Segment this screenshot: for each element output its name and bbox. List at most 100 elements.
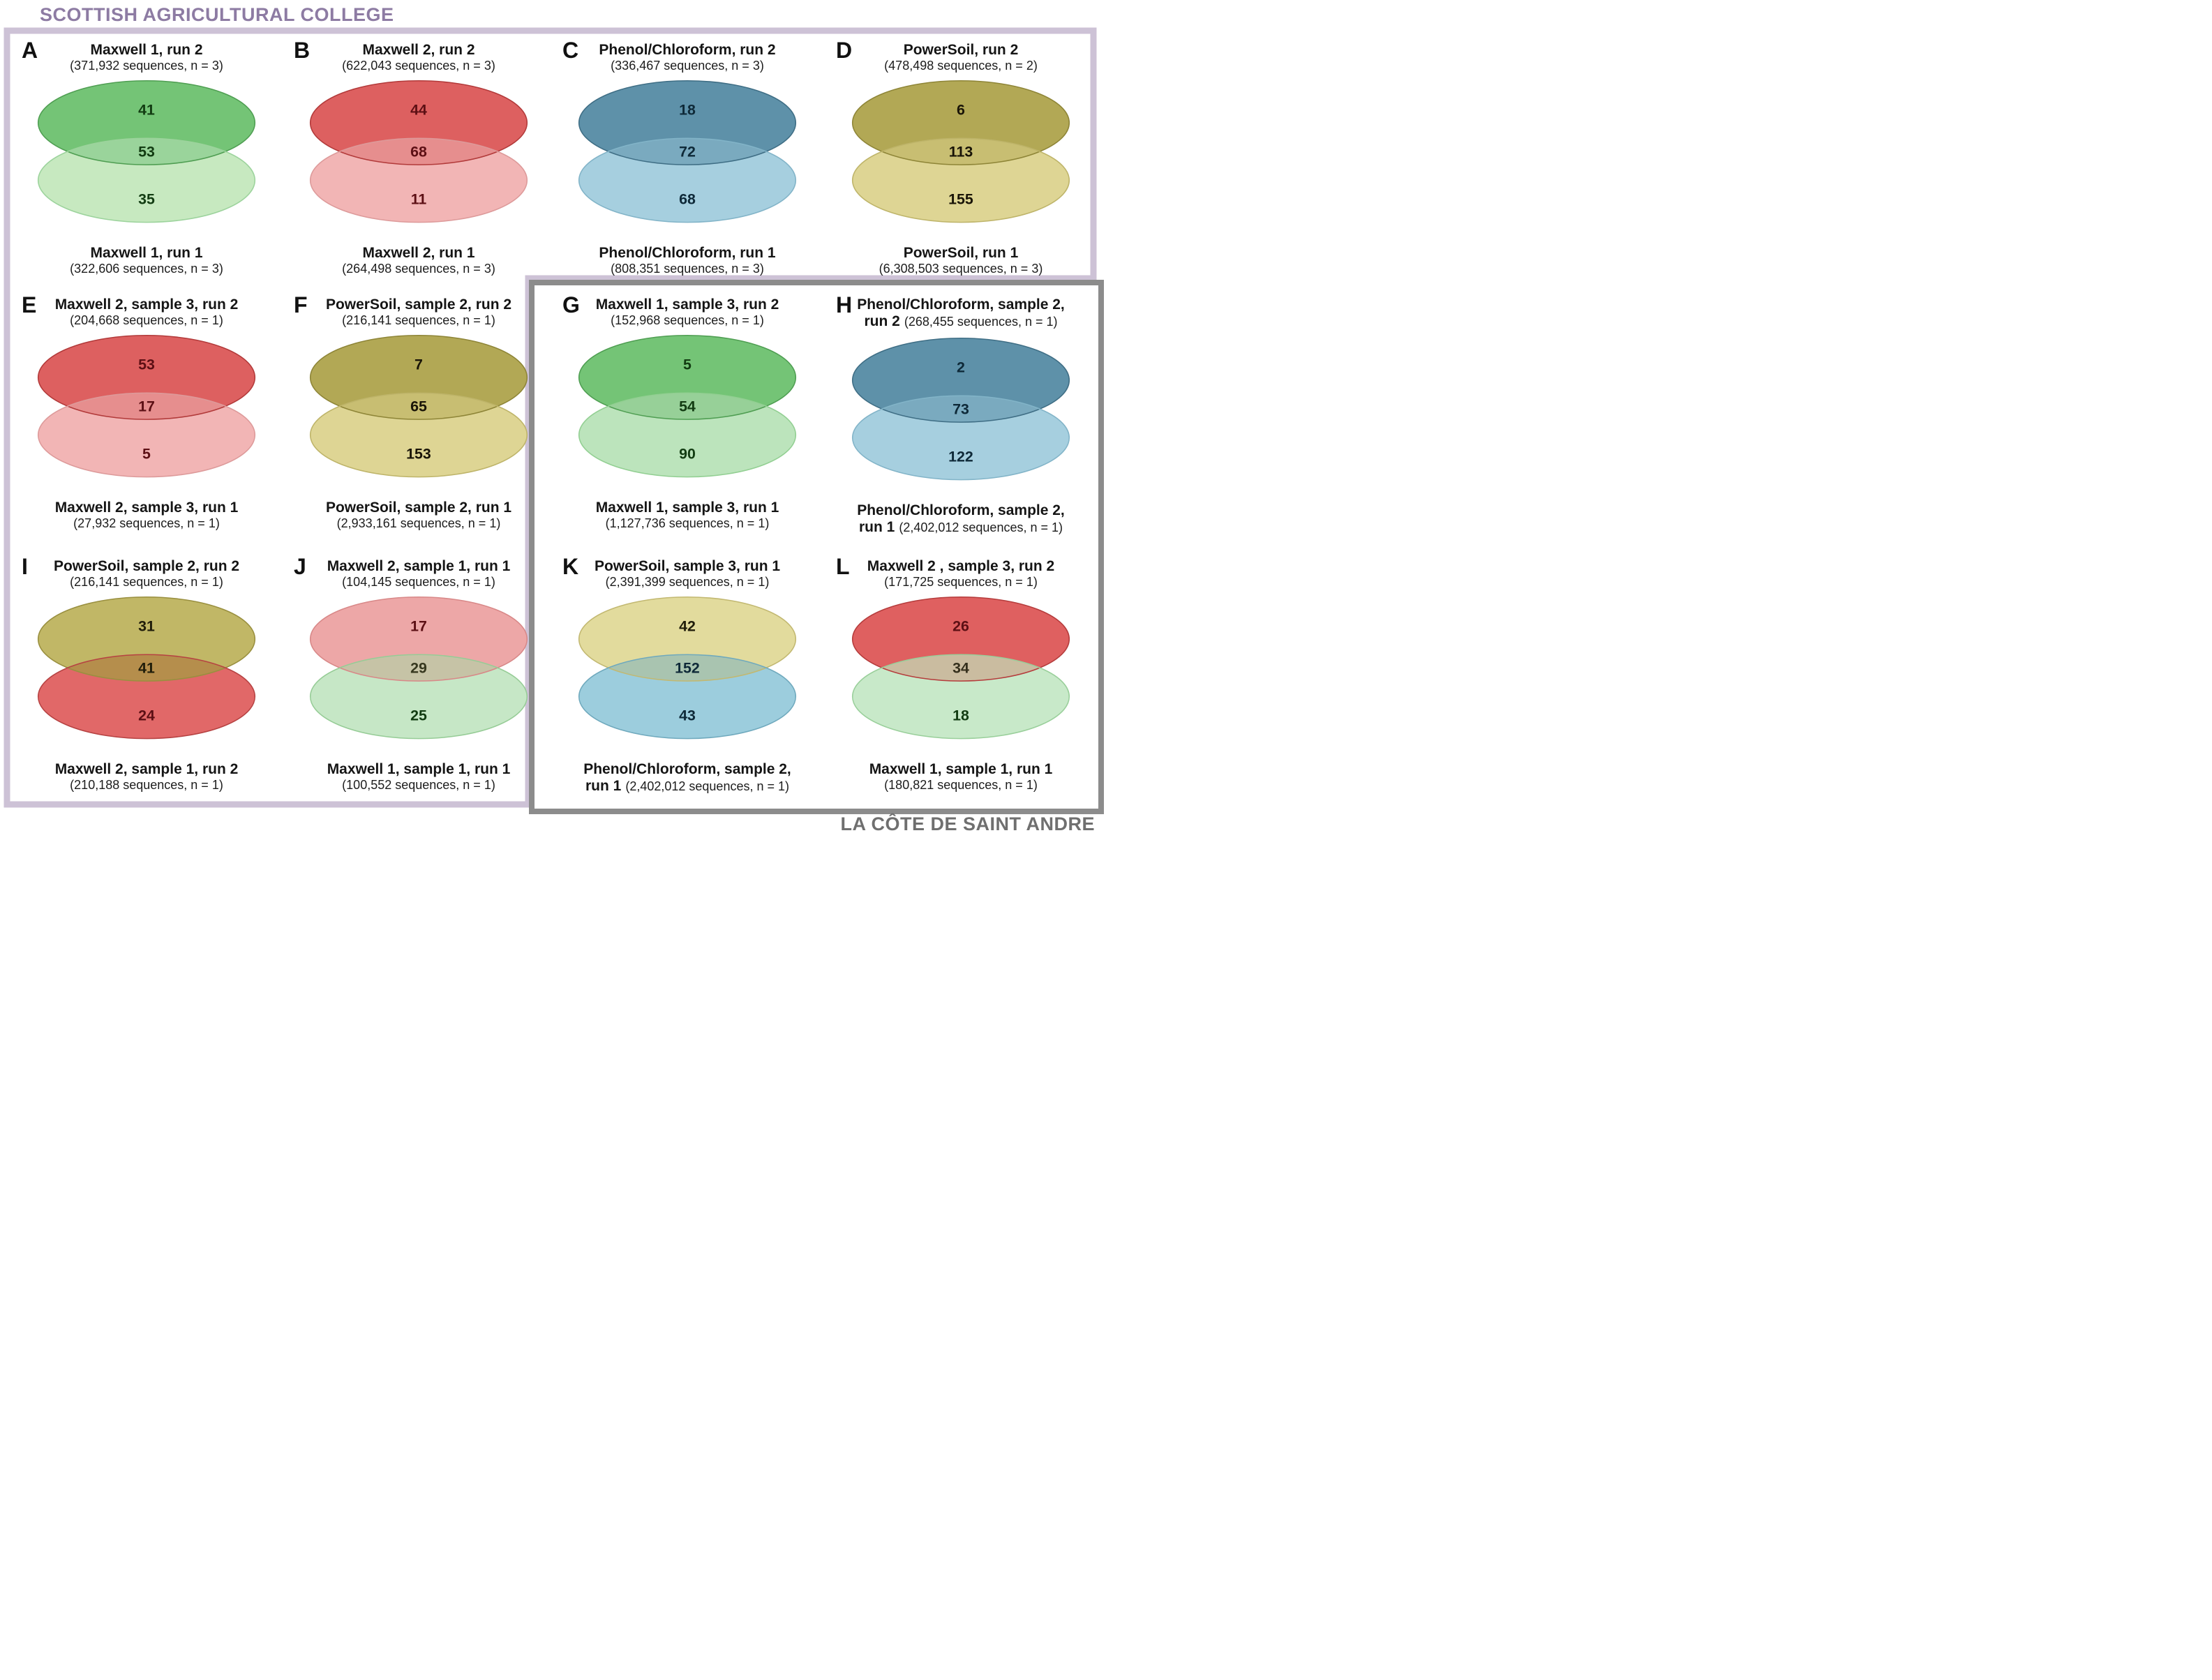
top-set-label: Phenol/Chloroform, run 2 (599, 42, 776, 58)
bottom-ellipse-outline (851, 137, 1070, 223)
venn-panel-B: B Maxwell 2, run 2 (622,043 sequences, n… (290, 38, 548, 276)
panel-letter: F (294, 292, 308, 317)
top-ellipse-outline (309, 80, 528, 166)
bottom-set-subtitle: (27,932 sequences, n = 1) (73, 516, 220, 531)
venn-panel-L: L Maxwell 2 , sample 3, run 2 (171,725 s… (832, 554, 1090, 793)
bottom-set-label: Phenol/Chloroform, run 1 (599, 245, 776, 262)
bottom-set-subtitle: (2,933,161 sequences, n = 1) (336, 516, 501, 531)
bottom-set-subtitle: (1,127,736 sequences, n = 1) (605, 516, 770, 531)
top-ellipse-outline (578, 597, 797, 682)
bottom-ellipse-outline (309, 654, 528, 740)
bottom-set-subtitle: run 1 (2,402,012 sequences, n = 1) (585, 778, 789, 795)
top-set-label: Phenol/Chloroform, sample 2, (857, 297, 1065, 313)
top-ellipse-outline (578, 335, 797, 421)
bottom-ellipse-outline (37, 654, 256, 740)
top-set-subtitle: (204,668 sequences, n = 1) (70, 313, 223, 328)
bottom-set-subtitle: (180,821 sequences, n = 1) (884, 778, 1038, 793)
bottom-count: 24 (138, 707, 155, 724)
top-set-label: Maxwell 1, sample 3, run 2 (595, 297, 779, 313)
top-ellipse-outline (37, 597, 256, 682)
venn-diagram: 6 113 155 (851, 80, 1070, 223)
top-set-label: Maxwell 2, sample 3, run 2 (54, 297, 239, 313)
bottom-set-subtitle: (322,606 sequences, n = 3) (70, 262, 223, 276)
top-set-subtitle: (104,145 sequences, n = 1) (342, 575, 495, 590)
panel-letter: E (22, 292, 37, 317)
venn-diagram: 17 29 25 (309, 597, 528, 740)
top-set-subtitle: (622,043 sequences, n = 3) (342, 59, 495, 73)
bottom-count: 90 (679, 446, 696, 463)
top-ellipse-outline (851, 80, 1070, 166)
panel-letter: C (562, 38, 579, 63)
bottom-ellipse-outline (578, 654, 797, 740)
top-set-label: Maxwell 2, sample 1, run 1 (327, 558, 511, 574)
bottom-ellipse-outline (578, 137, 797, 223)
overlap-count: 17 (138, 398, 155, 415)
panel-letter: A (22, 38, 38, 63)
top-set-label: PowerSoil, sample 3, run 1 (594, 558, 781, 574)
bottom-set-subtitle: run 1 (2,402,012 sequences, n = 1) (858, 518, 1063, 535)
bottom-set-label: PowerSoil, sample 2, run 1 (325, 500, 512, 516)
bottom-set-label: Maxwell 1, run 1 (90, 245, 203, 262)
top-set-subtitle: (152,968 sequences, n = 1) (611, 313, 764, 328)
bottom-set-label: Maxwell 2, run 1 (362, 245, 475, 262)
bottom-count: 155 (948, 191, 973, 208)
top-ellipse-outline (309, 335, 528, 421)
venn-panel-E: E Maxwell 2, sample 3, run 2 (204,668 se… (17, 292, 276, 531)
bottom-set-subtitle: (808,351 sequences, n = 3) (611, 262, 764, 276)
top-set-subtitle: run 2 (268,455 sequences, n = 1) (864, 313, 1058, 330)
top-set-label: Maxwell 2 , sample 3, run 2 (867, 558, 1055, 574)
top-set-label: Maxwell 2, run 2 (362, 42, 475, 58)
bottom-count: 25 (410, 707, 427, 724)
top-set-subtitle: (2,391,399 sequences, n = 1) (605, 575, 770, 590)
bottom-ellipse-outline (851, 654, 1070, 740)
panel-letter: K (562, 554, 579, 579)
bottom-set-label: Maxwell 1, sample 1, run 1 (869, 761, 1053, 778)
panel-letter: I (22, 554, 28, 579)
venn-panel-K: K PowerSoil, sample 3, run 1 (2,391,399 … (558, 554, 816, 795)
venn-panel-A: A Maxwell 1, run 2 (371,932 sequences, n… (17, 38, 276, 276)
overlap-count: 41 (138, 660, 155, 677)
panel-letter: L (836, 554, 850, 579)
overlap-count: 29 (410, 660, 427, 677)
venn-panel-F: F PowerSoil, sample 2, run 2 (216,141 se… (290, 292, 548, 531)
top-set-label: PowerSoil, run 2 (903, 42, 1019, 58)
bottom-set-subtitle: (210,188 sequences, n = 1) (70, 778, 223, 793)
overlap-count: 68 (410, 144, 427, 160)
venn-panel-H: H Phenol/Chloroform, sample 2, run 2 (268… (832, 292, 1090, 536)
bottom-count: 11 (411, 191, 427, 208)
top-ellipse-outline (309, 597, 528, 682)
panel-letter: G (562, 292, 580, 317)
bottom-count: 5 (142, 446, 151, 463)
bottom-set-label: Phenol/Chloroform, sample 2, (857, 502, 1065, 518)
bottom-set-subtitle: (6,308,503 sequences, n = 3) (879, 262, 1043, 276)
venn-panel-I: I PowerSoil, sample 2, run 2 (216,141 se… (17, 554, 276, 793)
bottom-ellipse-outline (309, 392, 528, 478)
overlap-count: 113 (949, 144, 973, 160)
overlap-count: 34 (952, 660, 969, 677)
top-set-label: Maxwell 1, run 2 (90, 42, 203, 58)
venn-diagram: 41 53 35 (37, 80, 256, 223)
panel-letter: B (294, 38, 311, 63)
venn-diagram: 2 73 122 (851, 337, 1070, 481)
bottom-set-subtitle: (264,498 sequences, n = 3) (342, 262, 495, 276)
overlap-count: 65 (410, 398, 427, 415)
top-ellipse-outline (851, 597, 1070, 682)
bottom-ellipse-outline (851, 395, 1070, 481)
bottom-ellipse-outline (37, 137, 256, 223)
top-ellipse-outline (37, 80, 256, 166)
venn-diagram: 53 17 5 (37, 335, 256, 478)
bottom-count: 43 (679, 707, 696, 724)
top-count: 44 (410, 102, 427, 119)
venn-panel-J: J Maxwell 2, sample 1, run 1 (104,145 se… (290, 554, 548, 793)
top-count: 7 (414, 357, 423, 373)
top-ellipse-outline (37, 335, 256, 421)
venn-diagram: 26 34 18 (851, 597, 1070, 740)
overlap-count: 53 (138, 144, 155, 160)
lcsa-title-label: LA CÔTE DE SAINT ANDRE (840, 813, 1095, 834)
top-count: 26 (952, 618, 969, 635)
top-count: 53 (138, 357, 155, 373)
bottom-count: 18 (952, 707, 969, 724)
sac-frame-border (3, 27, 1097, 808)
sac-title-label: SCOTTISH AGRICULTURAL COLLEGE (40, 4, 394, 25)
top-count: 17 (410, 618, 427, 635)
